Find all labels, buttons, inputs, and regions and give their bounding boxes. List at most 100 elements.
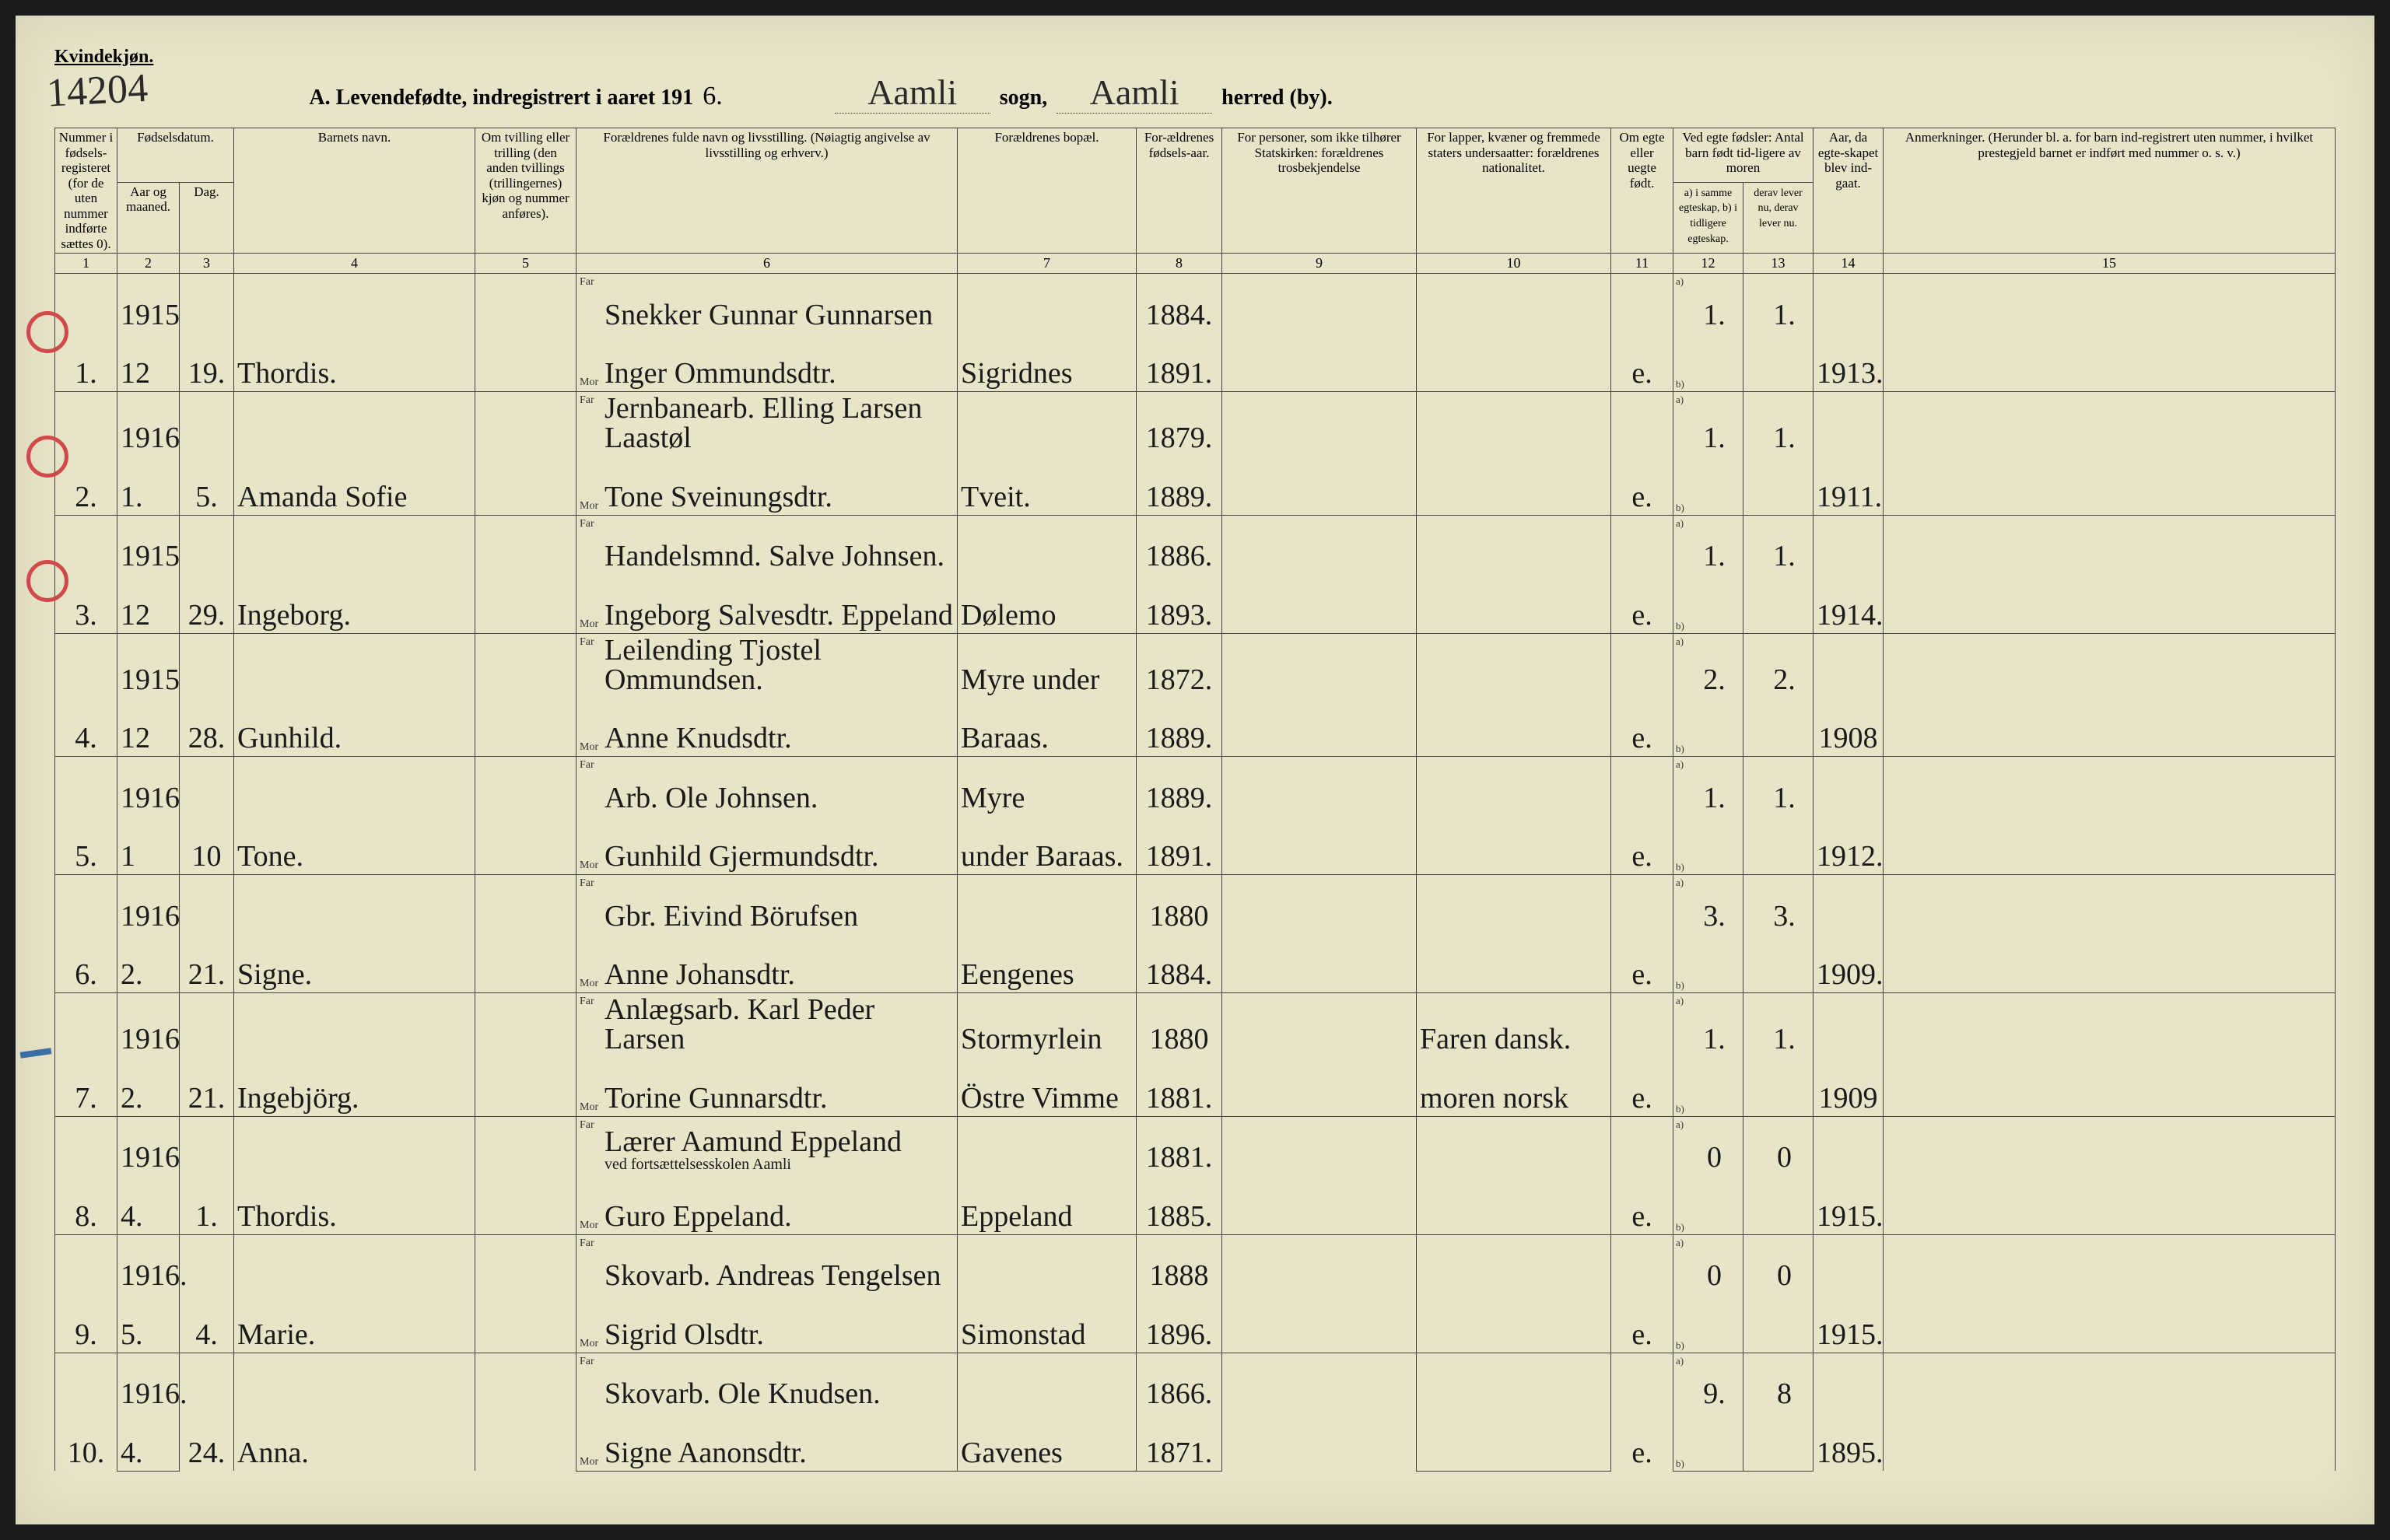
table-row: 4.191528.Gunhild.FarLeilending Tjostel O… bbox=[55, 633, 2336, 698]
table-row: 10.1916.24.Anna.FarSkovarb. Ole Knudsen.… bbox=[55, 1353, 2336, 1412]
marriage-year: 1895. bbox=[1814, 1353, 1884, 1471]
egte: e. bbox=[1611, 1353, 1673, 1471]
bopel: Tveit. bbox=[958, 456, 1137, 515]
marriage-year: 1912. bbox=[1814, 757, 1884, 875]
far-aar: 1881. bbox=[1137, 1116, 1222, 1175]
bopel: Eppeland bbox=[958, 1175, 1137, 1234]
twin bbox=[475, 274, 576, 392]
day: 19. bbox=[180, 274, 234, 392]
row-number: 1. bbox=[55, 274, 117, 392]
twin bbox=[475, 875, 576, 993]
table-row: 8.19161.Thordis.FarLærer Aamund Eppeland… bbox=[55, 1116, 2336, 1175]
bopel-far bbox=[958, 515, 1137, 574]
mor-aar: 1884. bbox=[1137, 934, 1222, 993]
marriage-year: 1913. bbox=[1814, 274, 1884, 392]
bopel: Simonstad bbox=[958, 1293, 1137, 1353]
table-row: 5.191610Tone.FarArb. Ole Johnsen.Myre188… bbox=[55, 757, 2336, 816]
mor-aar: 1871. bbox=[1137, 1412, 1222, 1471]
twin bbox=[475, 1234, 576, 1353]
father-cell: FarGbr. Eivind Börufsen bbox=[576, 875, 958, 934]
nat-far: Faren dansk. bbox=[1417, 993, 1611, 1058]
marriage-year: 1909. bbox=[1814, 875, 1884, 993]
day: 4. bbox=[180, 1234, 234, 1353]
nat-mor bbox=[1417, 1293, 1611, 1353]
mor-aar: 1889. bbox=[1137, 698, 1222, 757]
bopel: Gavenes bbox=[958, 1412, 1137, 1471]
col-12a: a) i samme egteskap, b) i tidligere egte… bbox=[1673, 182, 1743, 253]
mother-cell: MorTone Sveinungsdtr. bbox=[576, 456, 958, 515]
col-6: Forældrenes fulde navn og livsstilling. … bbox=[576, 128, 958, 254]
nat-mor bbox=[1417, 456, 1611, 515]
nat-far bbox=[1417, 515, 1611, 574]
col13a: 2. bbox=[1743, 633, 1814, 698]
nat-far bbox=[1417, 274, 1611, 333]
nat-far bbox=[1417, 392, 1611, 457]
col-10: For lapper, kvæner og fremmede staters u… bbox=[1417, 128, 1611, 254]
remarks bbox=[1884, 1116, 2336, 1234]
col-4: Barnets navn. bbox=[234, 128, 475, 254]
marriage-year: 1908 bbox=[1814, 633, 1884, 757]
blue-mark-8 bbox=[20, 1048, 52, 1058]
far-aar: 1880 bbox=[1137, 875, 1222, 934]
mother-cell: MorGuro Eppeland. bbox=[576, 1175, 958, 1234]
twin bbox=[475, 633, 576, 757]
row-number: 8. bbox=[55, 1116, 117, 1234]
remarks bbox=[1884, 392, 2336, 516]
year: 1916. bbox=[117, 1234, 180, 1293]
remarks bbox=[1884, 875, 2336, 993]
twin bbox=[475, 1353, 576, 1471]
col-2b: Dag. bbox=[180, 182, 234, 253]
mother-cell: MorInger Ommundsdtr. bbox=[576, 333, 958, 392]
col-12-top: Ved egte fødsler: Antal barn født tid-li… bbox=[1673, 128, 1814, 183]
father-cell: FarJernbanearb. Elling Larsen Laastøl bbox=[576, 392, 958, 457]
father-cell: FarSkovarb. Andreas Tengelsen bbox=[576, 1234, 958, 1293]
egte: e. bbox=[1611, 515, 1673, 633]
day: 5. bbox=[180, 392, 234, 516]
col12b: b) bbox=[1673, 1175, 1743, 1234]
col13a: 1. bbox=[1743, 274, 1814, 333]
day: 1. bbox=[180, 1116, 234, 1234]
col13a: 0 bbox=[1743, 1234, 1814, 1293]
ledger-page: Kvindekjøn. 14204 A. Levendefødte, indre… bbox=[16, 16, 2374, 1524]
bopel-far bbox=[958, 392, 1137, 457]
nat-mor bbox=[1417, 816, 1611, 875]
mother-cell: MorAnne Knudsdtr. bbox=[576, 698, 958, 757]
twin bbox=[475, 993, 576, 1117]
col-9: For personer, som ikke tilhører Statskir… bbox=[1222, 128, 1417, 254]
col12b: b) bbox=[1673, 1293, 1743, 1353]
bopel-far bbox=[958, 1234, 1137, 1293]
child-name: Gunhild. bbox=[234, 633, 475, 757]
col13a: 0 bbox=[1743, 1116, 1814, 1175]
remarks bbox=[1884, 633, 2336, 757]
nat-mor: moren norsk bbox=[1417, 1057, 1611, 1116]
tros bbox=[1222, 1116, 1417, 1234]
father-cell: FarAnlægsarb. Karl Peder Larsen bbox=[576, 993, 958, 1058]
tros bbox=[1222, 392, 1417, 516]
year: 1915 bbox=[117, 274, 180, 333]
mother-cell: MorGunhild Gjermundsdtr. bbox=[576, 816, 958, 875]
far-aar: 1884. bbox=[1137, 274, 1222, 333]
remarks bbox=[1884, 515, 2336, 633]
bopel: Sigridnes bbox=[958, 333, 1137, 392]
egte: e. bbox=[1611, 392, 1673, 516]
col13b bbox=[1743, 333, 1814, 392]
title-prefix: A. Levendefødte, indregistrert i aaret 1… bbox=[309, 86, 693, 110]
day: 21. bbox=[180, 875, 234, 993]
row-number: 6. bbox=[55, 875, 117, 993]
year: 1916 bbox=[117, 1116, 180, 1175]
twin bbox=[475, 757, 576, 875]
col13a: 1. bbox=[1743, 993, 1814, 1058]
marriage-year: 1915. bbox=[1814, 1234, 1884, 1353]
twin bbox=[475, 1116, 576, 1234]
col12b: b) bbox=[1673, 698, 1743, 757]
col12a: a)1. bbox=[1673, 757, 1743, 816]
col12a: a)1. bbox=[1673, 274, 1743, 333]
col13b bbox=[1743, 698, 1814, 757]
far-aar: 1889. bbox=[1137, 757, 1222, 816]
nat-mor bbox=[1417, 934, 1611, 993]
remarks bbox=[1884, 1353, 2336, 1471]
col-7: Forældrenes bopæl. bbox=[958, 128, 1137, 254]
col12a: a)1. bbox=[1673, 392, 1743, 457]
table-head: Nummer i fødsels-registeret (for de uten… bbox=[55, 128, 2336, 274]
bopel-far: Stormyrlein bbox=[958, 993, 1137, 1058]
